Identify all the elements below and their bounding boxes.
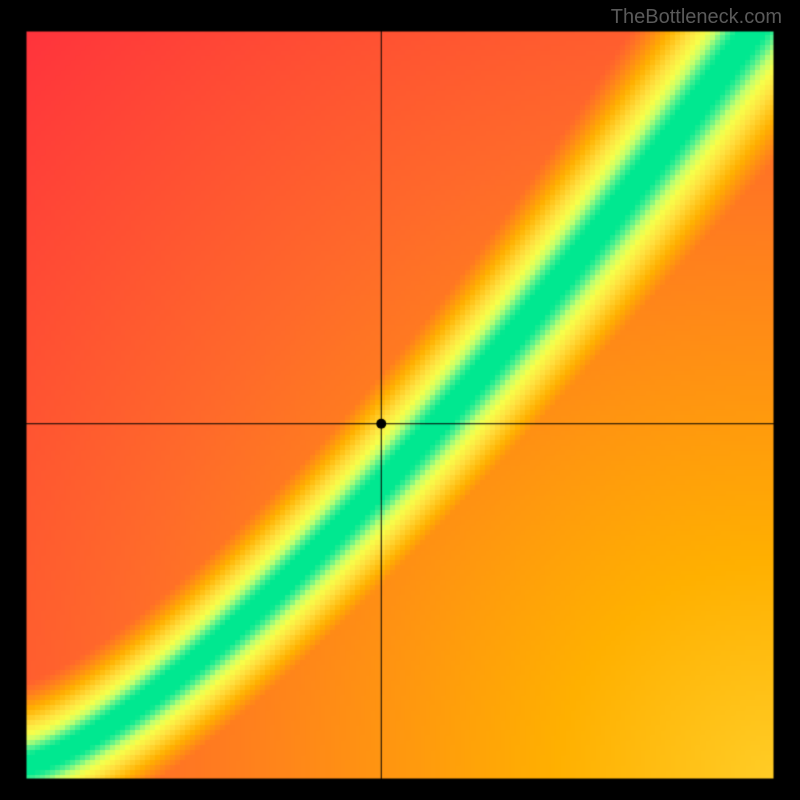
watermark-text: TheBottleneck.com [611,6,782,29]
chart-container: { "watermark": { "text": "TheBottleneck.… [0,0,800,800]
bottleneck-heatmap [0,0,800,800]
